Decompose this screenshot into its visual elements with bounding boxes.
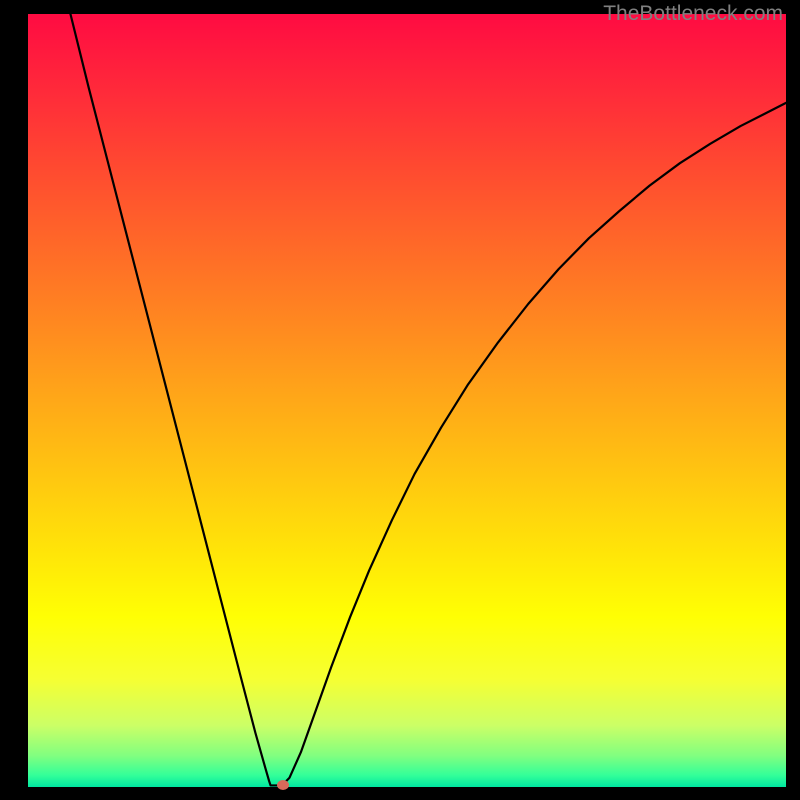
plot-area	[28, 14, 786, 787]
watermark-text: TheBottleneck.com	[603, 2, 783, 26]
bottleneck-curve	[28, 14, 786, 787]
chart-container: TheBottleneck.com	[0, 0, 800, 800]
optimal-marker	[277, 780, 289, 790]
